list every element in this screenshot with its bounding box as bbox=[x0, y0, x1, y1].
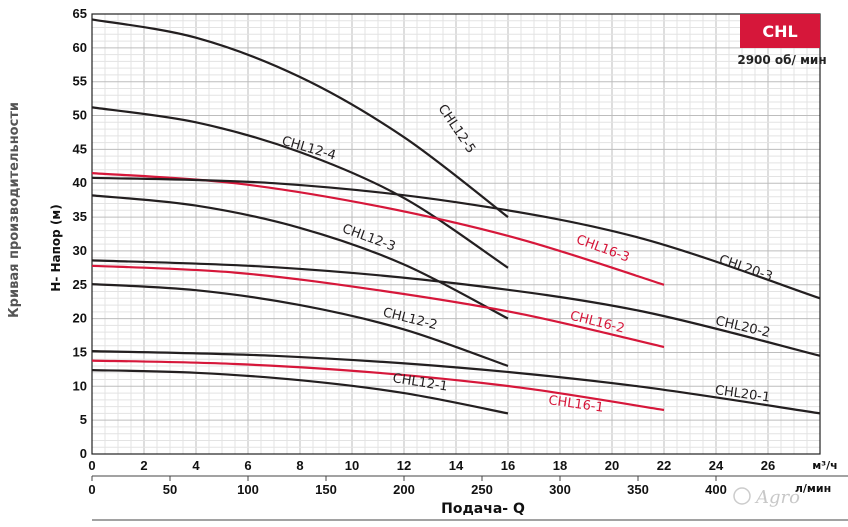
y-axis-label: H- Напор (м) bbox=[49, 204, 63, 291]
agro-logo: Agro bbox=[733, 487, 800, 508]
y-axis: 0 5 10 15 20 25 30 35 40 45 50 55 60 65 bbox=[73, 6, 87, 461]
model-badge-text: CHL bbox=[762, 22, 797, 41]
y-tick-label: 0 bbox=[80, 446, 87, 461]
x2-tick-label: 350 bbox=[627, 482, 649, 497]
pump-curves bbox=[91, 18, 821, 415]
x-tick-label: 12 bbox=[397, 458, 411, 473]
x-tick-label: 18 bbox=[553, 458, 567, 473]
x2-tick-label: 100 bbox=[237, 482, 259, 497]
curve-chl12-2 bbox=[91, 283, 509, 368]
x2-tick-label: 300 bbox=[549, 482, 571, 497]
leaf-icon bbox=[733, 487, 751, 505]
x-tick-label: 4 bbox=[192, 458, 200, 473]
x2-tick-label: 250 bbox=[471, 482, 493, 497]
x2-tick-label: 0 bbox=[88, 482, 95, 497]
x2-tick-label: 150 bbox=[315, 482, 337, 497]
curve-chl12-4 bbox=[91, 106, 509, 269]
x-tick-label: 6 bbox=[244, 458, 251, 473]
y-tick-label: 30 bbox=[73, 243, 87, 258]
x2-tick-label: 200 bbox=[393, 482, 415, 497]
y-tick-label: 45 bbox=[73, 141, 87, 156]
chart-title: Кривая производительности bbox=[7, 102, 22, 318]
y-tick-label: 20 bbox=[73, 311, 87, 326]
x-unit-m3h: м³/ч bbox=[812, 459, 837, 472]
y-tick-label: 25 bbox=[73, 277, 87, 292]
x-tick-label: 14 bbox=[449, 458, 464, 473]
y-tick-label: 60 bbox=[73, 40, 87, 55]
y-tick-label: 55 bbox=[73, 74, 87, 89]
x-axis-lpm: 0 50 100 150 200 250 300 350 400 bbox=[88, 476, 727, 497]
x-unit-lpm: л/мин bbox=[795, 482, 831, 495]
x-tick-label: 22 bbox=[657, 458, 671, 473]
curve-chl12-5 bbox=[91, 18, 509, 218]
curve-chl12-1 bbox=[91, 369, 509, 415]
y-tick-label: 5 bbox=[80, 412, 87, 427]
x-tick-label: 20 bbox=[605, 458, 619, 473]
curve-chl20-2 bbox=[91, 259, 821, 357]
y-tick-label: 40 bbox=[73, 175, 87, 190]
x-axis-label: Подача- Q bbox=[441, 501, 525, 517]
y-tick-label: 10 bbox=[73, 378, 87, 393]
y-tick-label: 65 bbox=[73, 6, 87, 21]
watermark: Agro bbox=[754, 487, 800, 508]
x-tick-label: 16 bbox=[501, 458, 515, 473]
curve-chl20-3 bbox=[91, 176, 821, 300]
curve-chl16-1 bbox=[91, 359, 665, 412]
x-tick-label: 0 bbox=[88, 458, 95, 473]
x2-tick-label: 400 bbox=[705, 482, 727, 497]
x-axis-m3h: 0 2 4 6 8 10 12 14 16 18 20 22 24 26 bbox=[88, 458, 775, 473]
model-badge bbox=[740, 14, 820, 48]
curve-chl16-2 bbox=[91, 264, 665, 349]
plot-frame bbox=[91, 13, 821, 455]
x-tick-label: 24 bbox=[709, 458, 724, 473]
x-tick-label: 8 bbox=[296, 458, 303, 473]
x-tick-label: 2 bbox=[140, 458, 147, 473]
speed-label: 2900 об/ мин bbox=[737, 53, 826, 67]
y-tick-label: 35 bbox=[73, 209, 87, 224]
x-tick-label: 26 bbox=[761, 458, 775, 473]
curve-chl20-1 bbox=[91, 350, 821, 415]
x-tick-label: 10 bbox=[345, 458, 359, 473]
y-tick-label: 15 bbox=[73, 344, 87, 359]
y-tick-label: 50 bbox=[73, 108, 87, 123]
x2-tick-label: 50 bbox=[163, 482, 177, 497]
